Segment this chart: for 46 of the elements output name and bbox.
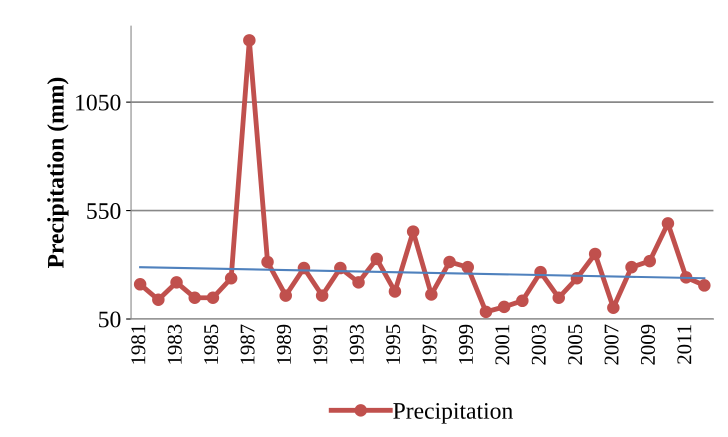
x-tick-label: 1987 (240, 324, 255, 364)
point (643, 254, 656, 268)
point (625, 260, 638, 274)
x-tick-label: 1981 (131, 325, 146, 364)
point (152, 293, 165, 306)
y-tick-label: 1050 (76, 94, 120, 111)
point (243, 34, 256, 47)
point (188, 292, 201, 304)
point (443, 256, 456, 268)
x-tick-label: 1989 (276, 324, 291, 364)
y-tick-label: 50 (99, 312, 120, 328)
point (425, 288, 438, 301)
point (388, 285, 402, 298)
point (552, 292, 565, 304)
y-axis-title: Precipitation (mm) (47, 78, 69, 268)
x-tick-label: 1983 (168, 324, 182, 364)
x-tick-label: 1985 (204, 324, 218, 364)
point (498, 300, 510, 314)
point (516, 294, 529, 308)
y-tick-label: 550 (87, 203, 120, 219)
point (279, 289, 292, 302)
x-tick-label: 2001 (495, 325, 510, 365)
x-tick-label: 2003 (532, 324, 546, 365)
x-tick-label: 2007 (604, 324, 619, 365)
x-tick-label: 2009 (640, 324, 655, 365)
point (461, 260, 474, 274)
point (134, 278, 146, 291)
point (406, 225, 420, 238)
point (352, 276, 365, 289)
x-tick-label: 1991 (313, 325, 328, 364)
point (316, 289, 328, 302)
point (588, 248, 602, 260)
x-tick-label: 2005 (568, 324, 582, 365)
point (480, 306, 492, 318)
point (206, 292, 220, 304)
point (170, 276, 183, 289)
x-tick-label: 1995 (386, 324, 400, 364)
x-tick-label: 1999 (458, 324, 473, 364)
point (224, 272, 238, 284)
point (370, 252, 383, 266)
x-tick-label: 2011 (677, 325, 692, 364)
point (261, 256, 274, 268)
point (698, 279, 711, 292)
legend-label: Precipitation (393, 402, 513, 424)
x-tick-label: 1997 (422, 324, 437, 364)
x-tick-label: 1993 (350, 324, 364, 364)
